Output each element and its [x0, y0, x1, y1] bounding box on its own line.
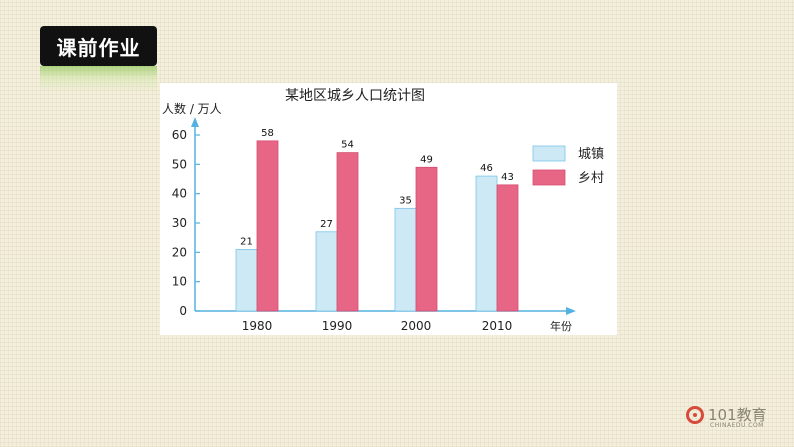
y-tick-label: 30	[172, 216, 187, 230]
legend-label-urban: 城镇	[578, 147, 604, 162]
data-label: 21	[240, 236, 253, 247]
brand-logo: 101教育 CHINAEDU.COM	[686, 402, 776, 432]
chart-card: 某地区城乡人口统计图 人数 / 万人 年份 0 10 20 30 40 50 60 1980 1…	[160, 83, 617, 335]
page-title-badge: 课前作业	[40, 26, 157, 66]
bar-rural	[256, 140, 279, 312]
legend-swatch-rural	[532, 169, 566, 186]
data-label: 27	[320, 219, 333, 230]
x-axis-arrow-icon	[566, 307, 576, 315]
chart-title: 某地区城乡人口统计图	[285, 88, 425, 104]
y-tick-label: 50	[172, 157, 187, 171]
bar-rural	[415, 166, 438, 312]
bar-urban	[235, 248, 258, 312]
data-label: 43	[501, 172, 514, 183]
y-tick-label: 40	[172, 187, 187, 201]
bar-urban	[394, 207, 417, 312]
bar-rural	[496, 184, 519, 312]
bar-urban	[475, 175, 498, 312]
x-tick-label: 1990	[322, 319, 353, 333]
data-label: 46	[480, 163, 493, 174]
bar-urban	[315, 231, 338, 312]
data-label: 58	[261, 128, 274, 139]
legend-swatch-urban	[532, 145, 566, 162]
y-axis-label: 人数 / 万人	[162, 101, 222, 116]
badge-shadow-decoration	[40, 66, 157, 92]
x-axis-label: 年份	[550, 319, 572, 333]
data-label: 54	[341, 140, 354, 151]
y-tick-label: 0	[179, 304, 187, 318]
logo-subtext: CHINAEDU.COM	[710, 422, 764, 429]
x-tick-label: 1980	[242, 319, 273, 333]
population-bar-chart: 某地区城乡人口统计图 人数 / 万人 年份 0 10 20 30 40 50 60 1980 1…	[162, 88, 604, 333]
x-tick-label: 2000	[401, 319, 432, 333]
data-label: 49	[420, 154, 433, 165]
y-tick-label: 60	[172, 128, 187, 142]
y-tick-label: 20	[172, 245, 187, 259]
x-tick-label: 2010	[482, 319, 513, 333]
y-tick-label: 10	[172, 275, 187, 289]
bar-rural	[336, 152, 359, 312]
y-axis-arrow-icon	[191, 117, 199, 127]
logo-ring-icon	[686, 406, 704, 424]
legend-label-rural: 乡村	[578, 171, 604, 186]
chart-bars: 21 58 27 54 35 49 46 43	[235, 128, 519, 312]
logo-text: 101教育	[708, 406, 767, 424]
data-label: 35	[399, 195, 412, 206]
